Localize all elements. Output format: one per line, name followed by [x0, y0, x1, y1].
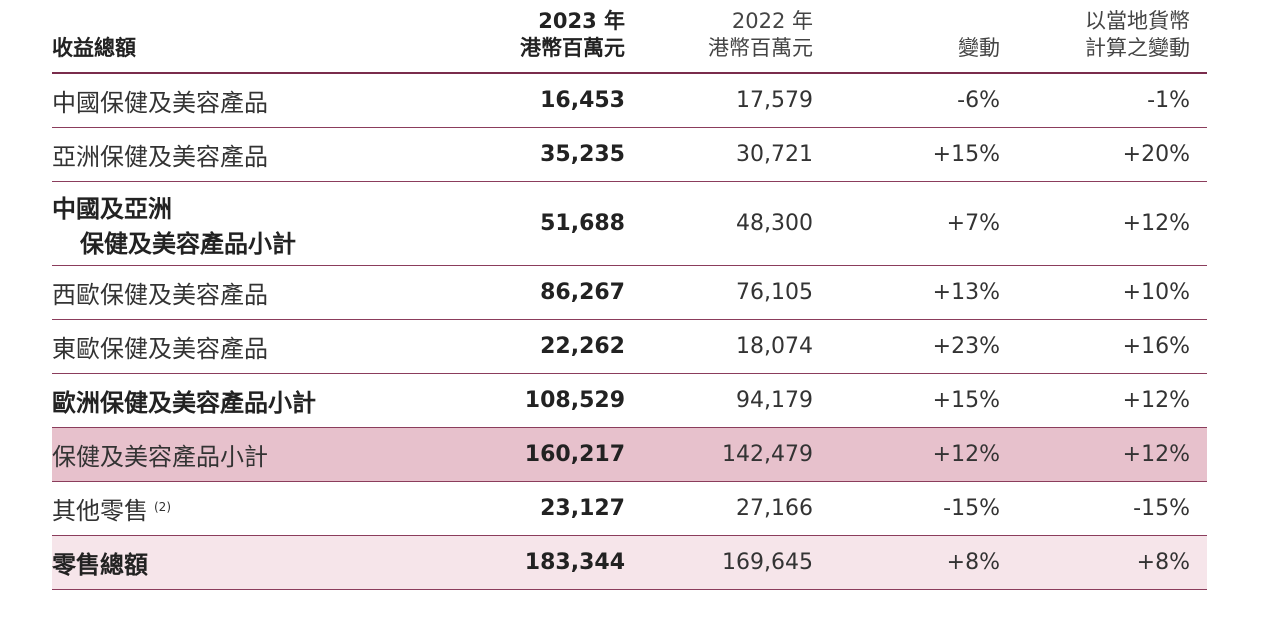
value-cell: 48,300: [625, 181, 813, 266]
table-body: 中國保健及美容產品 16,453 17,579 -6% -1% 亞洲保健及美容產品 35,2…: [52, 73, 1207, 590]
value-cell: 86,267: [460, 265, 625, 320]
value-cell: +20%: [1000, 127, 1207, 182]
row-label: 東歐保健及美容產品: [52, 319, 460, 374]
label-text: 保健及美容產品小計: [80, 229, 296, 258]
label-text: 西歐保健及美容產品: [52, 281, 268, 309]
row-label: 保健及美容產品小計: [52, 427, 460, 482]
label-text: 歐洲保健及美容產品小計: [52, 389, 316, 417]
table-row: 其他零售 (2) 23,127 27,166 -15% -15%: [52, 481, 1207, 536]
footnote-ref: (2): [154, 500, 171, 514]
header-text: 港幣百萬元: [708, 36, 813, 60]
value-cell: 30,721: [625, 127, 813, 182]
value-cell: +15%: [813, 127, 1000, 182]
value-cell: -15%: [1000, 481, 1207, 536]
value-cell: 22,262: [460, 319, 625, 374]
value-cell: 183,344: [460, 535, 625, 590]
row-label: 西歐保健及美容產品: [52, 265, 460, 320]
table-row: 保健及美容產品小計 160,217 142,479 +12% +12%: [52, 427, 1207, 482]
value-cell: 35,235: [460, 127, 625, 182]
header-cell: 2023 年港幣百萬元: [460, 8, 625, 74]
header-text: 以當地貨幣: [1085, 9, 1190, 33]
table-row: 西歐保健及美容產品 86,267 76,105 +13% +10%: [52, 265, 1207, 320]
header-cell: 2022 年港幣百萬元: [625, 8, 813, 74]
value-cell: 108,529: [460, 373, 625, 428]
table-row: 歐洲保健及美容產品小計 108,529 94,179 +15% +12%: [52, 373, 1207, 428]
value-cell: 23,127: [460, 481, 625, 536]
header-text: 2023 年: [538, 9, 625, 33]
value-cell: 160,217: [460, 427, 625, 482]
row-label: 其他零售 (2): [52, 481, 460, 536]
table-row: 東歐保健及美容產品 22,262 18,074 +23% +16%: [52, 319, 1207, 374]
value-cell: 76,105: [625, 265, 813, 320]
label-text: 中國保健及美容產品: [52, 89, 268, 117]
label-text: 其他零售: [52, 497, 148, 525]
label-text: 東歐保健及美容產品: [52, 335, 268, 363]
header-text: 變動: [958, 36, 1000, 60]
value-cell: +12%: [1000, 373, 1207, 428]
header-text: 港幣百萬元: [520, 36, 625, 60]
header-cell: 以當地貨幣計算之變動: [1000, 8, 1207, 74]
header-text: 收益總額: [52, 36, 136, 60]
header-cell: 收益總額: [52, 8, 460, 74]
value-cell: +15%: [813, 373, 1000, 428]
label-text: 亞洲保健及美容產品: [52, 143, 268, 171]
value-cell: +7%: [813, 181, 1000, 266]
header-text: 2022 年: [731, 9, 813, 33]
row-label: 中國及亞洲保健及美容產品小計: [52, 181, 460, 266]
value-cell: -15%: [813, 481, 1000, 536]
table-row: 中國及亞洲 保健及美容產品小計 51,688 48,300 +7% +12%: [52, 181, 1207, 266]
row-label: 中國保健及美容產品: [52, 73, 460, 128]
header-text: 計算之變動: [1085, 36, 1190, 60]
label-text: 零售總額: [52, 551, 148, 579]
value-cell: -6%: [813, 73, 1000, 128]
value-cell: +23%: [813, 319, 1000, 374]
value-cell: +8%: [813, 535, 1000, 590]
value-cell: 51,688: [460, 181, 625, 266]
value-cell: +16%: [1000, 319, 1207, 374]
value-cell: 27,166: [625, 481, 813, 536]
row-label: 歐洲保健及美容產品小計: [52, 373, 460, 428]
revenue-table: 收益總額 2023 年港幣百萬元 2022 年港幣百萬元 變動 以當地貨幣 計算之變動 中…: [52, 8, 1207, 590]
value-cell: +12%: [1000, 181, 1207, 266]
value-cell: 16,453: [460, 73, 625, 128]
row-label: 零售總額: [52, 535, 460, 590]
value-cell: 18,074: [625, 319, 813, 374]
header-row: 收益總額 2023 年港幣百萬元 2022 年港幣百萬元 變動 以當地貨幣 計算之變動: [52, 8, 1207, 74]
value-cell: 169,645: [625, 535, 813, 590]
value-cell: +13%: [813, 265, 1000, 320]
value-cell: 94,179: [625, 373, 813, 428]
value-cell: +10%: [1000, 265, 1207, 320]
table-row: 亞洲保健及美容產品 35,235 30,721 +15% +20%: [52, 127, 1207, 182]
table-row: 中國保健及美容產品 16,453 17,579 -6% -1%: [52, 73, 1207, 128]
value-cell: +8%: [1000, 535, 1207, 590]
header-cell: 變動: [813, 8, 1000, 74]
value-cell: -1%: [1000, 73, 1207, 128]
value-cell: 142,479: [625, 427, 813, 482]
value-cell: +12%: [813, 427, 1000, 482]
table-row: 零售總額 183,344 169,645 +8% +8%: [52, 535, 1207, 590]
label-text: 保健及美容產品小計: [52, 443, 268, 471]
row-label: 亞洲保健及美容產品: [52, 127, 460, 182]
value-cell: 17,579: [625, 73, 813, 128]
label-text: 中國及亞洲: [52, 194, 172, 223]
value-cell: +12%: [1000, 427, 1207, 482]
